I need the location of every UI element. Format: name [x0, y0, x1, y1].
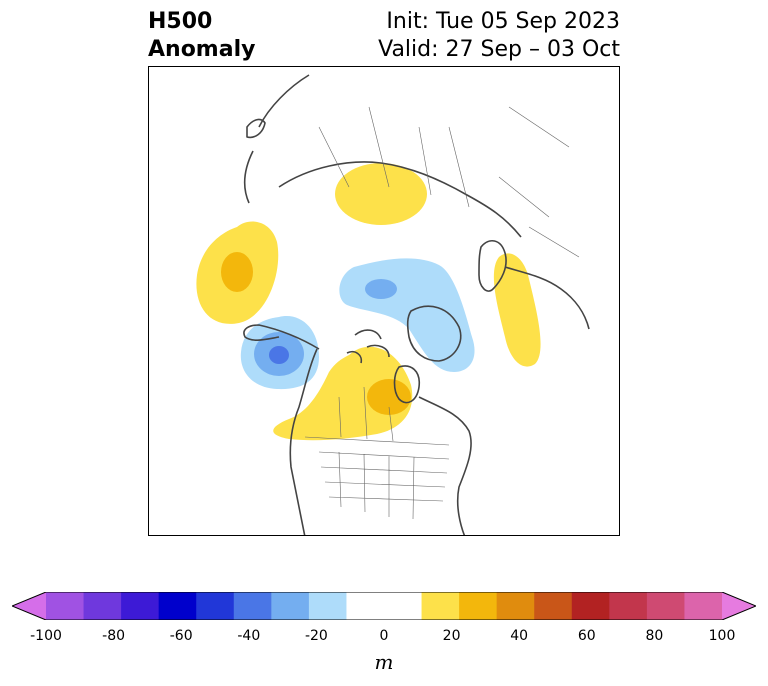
- coastline-layer: [243, 74, 590, 535]
- coast-alaska: [243, 324, 320, 350]
- coast-eurasia-north: [278, 161, 522, 238]
- colorbar-segment: [271, 592, 310, 620]
- colorbar-tick-label: 0: [379, 628, 389, 644]
- colorbar-tick-label: 20: [442, 628, 461, 644]
- colorbar-tick-label: 40: [510, 628, 529, 644]
- positive-anomaly-canada: [273, 346, 413, 441]
- colorbar-segment: [421, 592, 460, 620]
- colorbar-segment: [684, 592, 723, 620]
- coast-scandinavia: [478, 240, 507, 292]
- forecast-dates: Init: Tue 05 Sep 2023 Valid: 27 Sep – 03…: [378, 8, 620, 64]
- coast-europe: [504, 266, 590, 330]
- anomaly-field-layer: [196, 163, 541, 441]
- title-line-1: H500: [148, 9, 213, 34]
- coast-greenland: [406, 305, 462, 362]
- border-us-canada: [304, 436, 450, 446]
- colorbar-segment: [196, 592, 235, 620]
- colorbar-units: m: [374, 650, 394, 674]
- title-line-2: Anomaly: [148, 37, 256, 62]
- coast-hudson-bay: [393, 365, 421, 404]
- colorbar-segments: [12, 592, 756, 620]
- colorbar-segment: [496, 592, 535, 620]
- colorbar-segment: [646, 592, 685, 620]
- coast-japan: [246, 118, 266, 139]
- colorbar-segment: [308, 592, 347, 620]
- coast-north-america-east: [418, 396, 472, 535]
- positive-anomaly-arctic: [335, 163, 427, 225]
- colorbar-extend-max: [722, 592, 756, 620]
- init-date: Init: Tue 05 Sep 2023: [386, 9, 620, 34]
- colorbar-tick-label: -80: [102, 628, 126, 644]
- colorbar-tick-label: 80: [645, 628, 664, 644]
- negative-anomaly-pacific-core: [269, 346, 289, 364]
- colorbar-extend-min: [12, 592, 46, 620]
- negative-anomaly-arctic-core: [365, 279, 397, 299]
- valid-range: Valid: 27 Sep – 03 Oct: [378, 37, 620, 62]
- colorbar-segment: [346, 592, 385, 620]
- positive-anomaly-europe: [493, 253, 541, 367]
- map-canvas: [196, 74, 590, 535]
- border-layer: [304, 106, 580, 520]
- colorbar-segment: [571, 592, 610, 620]
- colorbar-tick-label: -60: [169, 628, 193, 644]
- map-title: H500 Anomaly: [148, 8, 255, 64]
- positive-anomaly-canada-core: [367, 379, 411, 415]
- border-canada-provinces: [338, 386, 394, 442]
- border-eurasia: [318, 106, 580, 258]
- colorbar-tick-label: -20: [304, 628, 328, 644]
- positive-anomaly-bering-core: [221, 252, 253, 292]
- coast-east-asia: [243, 74, 310, 204]
- colorbar-segment: [459, 592, 498, 620]
- colorbar-segment: [384, 592, 423, 620]
- colorbar-segment: [233, 592, 272, 620]
- colorbar-segment: [46, 592, 85, 620]
- colorbar-segment: [609, 592, 648, 620]
- colorbar-tick-label: 60: [577, 628, 596, 644]
- colorbar-segment: [158, 592, 197, 620]
- colorbar-tick-label: -100: [30, 628, 62, 644]
- coast-arctic-islands: [346, 329, 390, 364]
- anomaly-map: [148, 66, 620, 536]
- border-states-grid: [318, 451, 450, 520]
- colorbar-tick-label: 100: [708, 628, 736, 644]
- colorbar-segment: [83, 592, 122, 620]
- coast-north-america-west: [289, 348, 318, 535]
- colorbar: [12, 592, 756, 620]
- colorbar-segment: [121, 592, 160, 620]
- colorbar-segment: [534, 592, 573, 620]
- colorbar-tick-label: -40: [237, 628, 261, 644]
